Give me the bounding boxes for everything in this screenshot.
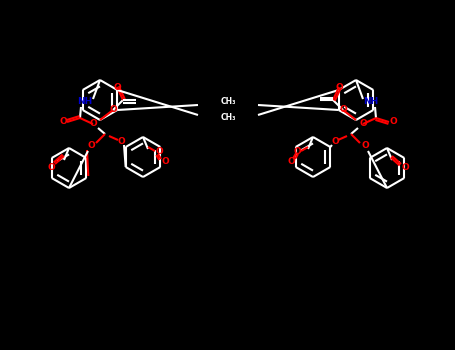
Text: O: O bbox=[401, 163, 409, 173]
Text: O: O bbox=[87, 141, 95, 150]
Text: CH₃: CH₃ bbox=[220, 98, 236, 106]
Text: O: O bbox=[155, 147, 163, 155]
Text: O: O bbox=[339, 105, 347, 114]
Text: O: O bbox=[117, 138, 125, 147]
Text: O: O bbox=[161, 156, 169, 166]
Text: O: O bbox=[293, 147, 301, 155]
Text: O: O bbox=[389, 118, 397, 126]
Text: O: O bbox=[89, 119, 97, 128]
Text: O: O bbox=[335, 83, 343, 91]
Text: O: O bbox=[113, 83, 121, 91]
Text: O: O bbox=[59, 118, 67, 126]
Text: O: O bbox=[287, 156, 295, 166]
Text: O: O bbox=[331, 138, 339, 147]
Text: CH₃: CH₃ bbox=[220, 113, 236, 122]
Text: O: O bbox=[361, 141, 369, 150]
Text: O: O bbox=[47, 163, 55, 173]
Text: NH: NH bbox=[364, 98, 379, 106]
Text: O: O bbox=[109, 105, 117, 114]
Text: O: O bbox=[359, 119, 367, 128]
Text: NH: NH bbox=[77, 98, 93, 106]
